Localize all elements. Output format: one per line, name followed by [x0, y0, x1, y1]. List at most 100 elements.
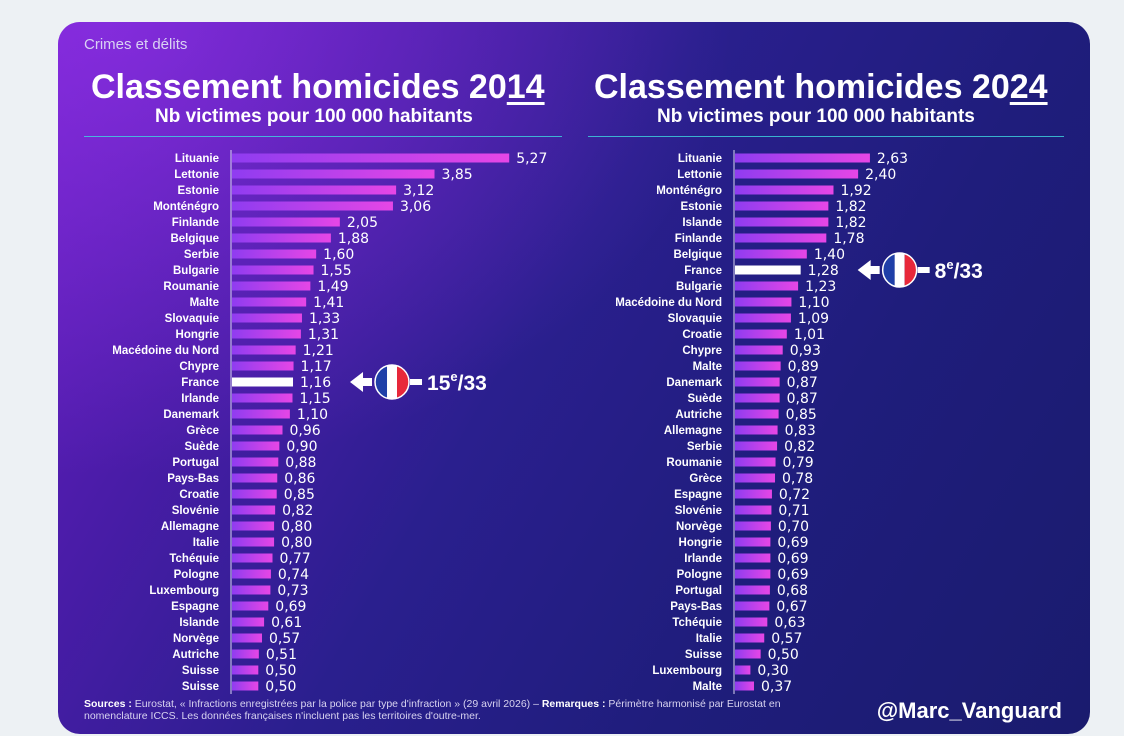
- bar-suisse: [232, 681, 259, 691]
- category-label-lituanie: Lituanie: [678, 153, 722, 165]
- bar-bulgarie: [232, 265, 314, 275]
- bar-chypre: [735, 345, 783, 355]
- value-label-belgique: 1,40: [814, 247, 845, 263]
- category-label-croatie: Croatie: [682, 329, 722, 341]
- value-label-suede: 0,90: [286, 439, 317, 455]
- value-label-portugal: 0,88: [285, 455, 316, 471]
- bar-allemagne: [735, 425, 778, 435]
- bar-islande: [232, 617, 265, 627]
- bar-montenegro: [232, 201, 393, 211]
- value-label-tchequie: 0,77: [280, 551, 311, 567]
- bar-lettonie: [735, 169, 859, 179]
- bar-slovenie: [735, 505, 772, 515]
- value-label-espagne: 0,69: [275, 599, 306, 615]
- category-label-espagne: Espagne: [171, 601, 219, 613]
- value-label-hongrie: 0,69: [777, 535, 808, 551]
- value-label-montenegro: 1,92: [840, 183, 871, 199]
- category-label-lituanie: Lituanie: [175, 153, 219, 165]
- value-label-finlande: 2,05: [347, 215, 378, 231]
- value-label-chypre: 0,93: [790, 343, 821, 359]
- category-label-italie: Italie: [696, 633, 722, 645]
- chart-subtitle-2014: Nb victimes pour 100 000 habitants: [155, 106, 473, 127]
- category-label-hongrie: Hongrie: [176, 329, 219, 341]
- bar-irlande: [232, 393, 293, 403]
- bar-croatie: [232, 489, 277, 499]
- bar-pologne: [735, 569, 771, 579]
- bar-lituanie: [232, 153, 510, 163]
- value-label-montenegro: 3,06: [400, 199, 431, 215]
- category-label-macedoine-du-nord: Macédoine du Nord: [112, 345, 219, 357]
- value-label-autriche: 0,85: [786, 407, 817, 423]
- value-label-pays-bas: 0,86: [284, 471, 315, 487]
- category-label-slovaquie: Slovaquie: [668, 313, 722, 325]
- bar-serbie: [735, 441, 778, 451]
- category-label-islande: Islande: [682, 217, 722, 229]
- bar-pays-bas: [735, 601, 770, 611]
- value-label-italie: 0,57: [771, 631, 802, 647]
- value-label-pologne: 0,69: [777, 567, 808, 583]
- category-label-malte: Malte: [693, 681, 722, 693]
- value-label-irlande: 0,69: [777, 551, 808, 567]
- bar-serbie: [232, 249, 317, 259]
- category-label-suisse: Suisse: [182, 665, 219, 677]
- value-label-norvege: 0,57: [269, 631, 300, 647]
- category-label-finlande: Finlande: [675, 233, 722, 245]
- value-label-luxembourg: 0,73: [277, 583, 308, 599]
- chart-subtitle-2024: Nb victimes pour 100 000 habitants: [657, 106, 975, 127]
- value-label-france: 1,16: [300, 375, 331, 391]
- category-label-grece: Grèce: [186, 425, 219, 437]
- footer-notes: Sources : Eurostat, « Infractions enregi…: [84, 698, 781, 722]
- value-label-macedoine-du-nord: 1,21: [303, 343, 334, 359]
- pointer-arrow-icon: [350, 372, 373, 392]
- value-label-suisse: 0,50: [265, 663, 296, 679]
- value-label-islande: 0,61: [271, 615, 302, 631]
- category-label-grece: Grèce: [689, 473, 722, 485]
- bar-charts: Lituanie 5,27 Lettonie 3,85 Estonie 3,12 Monté…: [112, 150, 983, 695]
- france-flag-icon: [374, 364, 410, 400]
- category-label-autriche: Autriche: [675, 409, 722, 421]
- category-label-tchequie: Tchéquie: [672, 617, 722, 629]
- category-label-norvege: Norvège: [676, 521, 722, 533]
- category-label-slovenie: Slovénie: [675, 505, 722, 517]
- category-label-allemagne: Allemagne: [664, 425, 722, 437]
- category-label-malte: Malte: [190, 297, 219, 309]
- category-label-bulgarie: Bulgarie: [173, 265, 219, 277]
- category-label: Crimes et délits: [84, 36, 188, 53]
- category-label-serbie: Serbie: [687, 441, 722, 453]
- bar-italie: [735, 633, 765, 643]
- category-label-pologne: Pologne: [677, 569, 722, 581]
- value-label-tchequie: 0,63: [774, 615, 805, 631]
- value-label-suisse: 0,50: [265, 679, 296, 695]
- pointer-arrow-icon: [857, 260, 880, 280]
- category-label-roumanie: Roumanie: [163, 281, 219, 293]
- category-label-estonie: Estonie: [680, 201, 722, 213]
- bar-pologne: [232, 569, 271, 579]
- category-label-lettonie: Lettonie: [174, 169, 219, 181]
- value-label-lituanie: 2,63: [877, 151, 908, 167]
- bar-finlande: [232, 217, 340, 227]
- bar-chypre: [232, 361, 294, 371]
- bar-bulgarie: [735, 281, 799, 291]
- category-label-allemagne: Allemagne: [161, 521, 219, 533]
- bar-pays-bas: [232, 473, 278, 483]
- value-label-estonie: 1,82: [835, 199, 866, 215]
- category-label-roumanie: Roumanie: [666, 457, 722, 469]
- value-label-italie: 0,80: [281, 535, 312, 551]
- value-label-chypre: 1,17: [301, 359, 332, 375]
- category-label-montenegro: Monténégro: [153, 201, 219, 213]
- category-label-suisse: Suisse: [182, 681, 219, 693]
- bar-espagne: [735, 489, 772, 499]
- category-label-montenegro: Monténégro: [656, 185, 722, 197]
- bar-slovaquie: [232, 313, 302, 323]
- category-label-luxembourg: Luxembourg: [149, 585, 219, 597]
- category-label-serbie: Serbie: [184, 249, 219, 261]
- bar-slovaquie: [735, 313, 791, 323]
- bar-suede: [232, 441, 280, 451]
- value-label-roumanie: 1,49: [317, 279, 348, 295]
- value-label-bulgarie: 1,55: [321, 263, 352, 279]
- chart-2024: Lituanie 2,63 Lettonie 2,40 Monténégro 1,92 Es…: [615, 150, 983, 695]
- category-label-danemark: Danemark: [666, 377, 722, 389]
- category-label-chypre: Chypre: [179, 361, 219, 373]
- bar-irlande: [735, 553, 771, 563]
- bar-roumanie: [232, 281, 311, 291]
